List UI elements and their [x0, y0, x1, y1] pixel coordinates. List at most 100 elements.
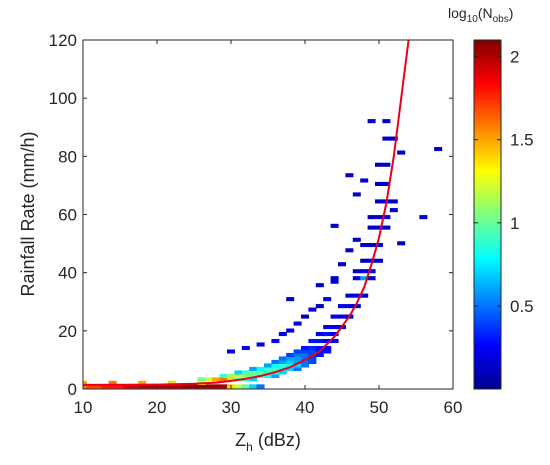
- colorbar-tick-label: 2: [510, 48, 519, 67]
- y-tick-label: 60: [58, 206, 77, 225]
- density-cell: [360, 269, 369, 274]
- density-cell: [434, 147, 443, 152]
- density-cell: [330, 338, 339, 344]
- density-cell: [182, 384, 191, 389]
- density-cell: [315, 283, 324, 288]
- density-cell: [375, 181, 383, 187]
- density-cell: [301, 314, 309, 319]
- density-cell: [301, 356, 309, 361]
- density-cell: [352, 293, 361, 298]
- colorbar-tick-label: 1.5: [510, 131, 534, 150]
- density-cell: [338, 304, 346, 309]
- density-cell: [212, 384, 221, 389]
- density-cell: [367, 269, 376, 274]
- colorbar-title-paren: (N: [478, 5, 493, 21]
- density-cell: [330, 314, 339, 319]
- density-cell: [271, 338, 280, 344]
- density-cell: [293, 359, 302, 364]
- density-cell: [286, 328, 295, 333]
- density-cell: [108, 384, 117, 389]
- density-cell: [367, 242, 376, 248]
- density-cell: [323, 338, 332, 344]
- density-cell: [323, 345, 332, 351]
- density-cell: [382, 181, 391, 187]
- density-cell: [190, 384, 198, 389]
- density-cell: [197, 377, 206, 382]
- density-cell: [130, 384, 139, 389]
- density-cell: [123, 384, 132, 389]
- density-cell: [286, 363, 295, 368]
- density-cell: [167, 380, 176, 385]
- density-cell: [264, 370, 272, 375]
- density-cell: [345, 304, 354, 309]
- density-cell: [293, 366, 302, 371]
- colorbar: [473, 39, 502, 390]
- density-cell: [375, 162, 383, 167]
- density-cell: [375, 258, 383, 263]
- density-cell: [86, 384, 95, 389]
- density-cell: [286, 366, 295, 371]
- density-cell: [360, 293, 369, 298]
- density-cell: [83, 384, 87, 389]
- colorbar-title-close: ): [509, 5, 514, 21]
- density-cell: [382, 215, 391, 220]
- density-cell: [286, 297, 295, 302]
- density-cell: [264, 363, 272, 368]
- density-cell: [234, 373, 243, 378]
- density-cell: [382, 225, 391, 230]
- density-cell: [315, 352, 324, 358]
- y-tick-label: 0: [68, 380, 77, 399]
- density-cell: [315, 345, 324, 351]
- density-cell: [308, 338, 317, 344]
- colorbar-title-sub2: obs: [493, 14, 509, 25]
- density-cell: [338, 314, 346, 319]
- density-cell: [278, 370, 287, 375]
- density-cell: [256, 370, 265, 375]
- y-tick-label: 80: [58, 147, 77, 166]
- y-tick-label: 20: [58, 322, 77, 341]
- density-cell: [330, 279, 339, 284]
- density-cell: [301, 363, 309, 368]
- density-cell: [375, 199, 383, 204]
- density-cell: [219, 373, 228, 378]
- x-axis-label: Zh (dBz): [235, 430, 301, 454]
- density-cell: [93, 384, 102, 389]
- density-cell: [204, 384, 213, 389]
- density-cell: [301, 359, 309, 364]
- density-cell: [352, 269, 361, 274]
- density-cell: [138, 380, 147, 385]
- density-cell: [249, 377, 258, 382]
- density-cell: [330, 325, 339, 330]
- density-cell: [286, 352, 295, 358]
- density-cell: [293, 349, 302, 354]
- x-tick-label: 60: [444, 398, 463, 417]
- density-cell: [301, 352, 309, 358]
- y-axis-label: Rainfall Rate (mm/h): [18, 131, 38, 296]
- colorbar-title-main: log: [448, 5, 467, 21]
- density-cell: [352, 192, 361, 197]
- density-cell: [330, 331, 339, 337]
- density-cell: [330, 276, 339, 281]
- colorbar-ticks: 0.5 1 1.5 2: [474, 48, 534, 316]
- density-cell: [367, 119, 376, 124]
- density-cell: [175, 384, 184, 389]
- density-cell: [249, 373, 258, 378]
- density-cell: [145, 384, 154, 389]
- density-cell: [367, 276, 376, 281]
- density-cell: [204, 377, 213, 382]
- density-cell: [360, 258, 369, 263]
- density-cells: [83, 119, 443, 389]
- density-cell: [330, 223, 339, 228]
- density-cell: [271, 366, 280, 371]
- density-cell: [308, 349, 317, 354]
- density-cell: [271, 363, 280, 368]
- density-cell: [308, 359, 317, 364]
- density-cell: [323, 325, 332, 330]
- density-cell: [219, 384, 228, 389]
- density-cell: [397, 241, 406, 246]
- density-cell: [256, 384, 265, 389]
- density-cell: [301, 349, 309, 354]
- density-cell: [323, 349, 332, 354]
- colorbar-tick-label: 1: [510, 214, 519, 233]
